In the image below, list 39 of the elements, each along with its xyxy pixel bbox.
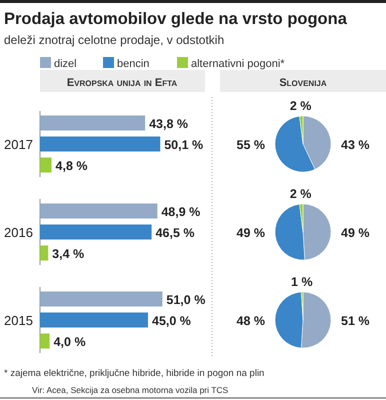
bar xyxy=(40,158,52,172)
bar xyxy=(40,224,152,240)
data-label: 48,9 % xyxy=(161,205,200,219)
data-label: 2 % xyxy=(290,187,312,202)
y-tick-label: 2016 xyxy=(4,225,33,240)
text: Vir: Acea, Sekcija za osebna motorna vozila pri TCS xyxy=(32,385,229,395)
chart-title: Slovenija xyxy=(279,77,327,89)
legend-label: dizel xyxy=(54,58,77,70)
data-label: 48 % xyxy=(236,314,265,328)
data-label: 3,4 % xyxy=(52,247,84,261)
data-label: 1 % xyxy=(291,275,313,290)
data-label: 51,0 % xyxy=(166,293,206,307)
text: deleži znotraj celotne prodaje, v odstotkih xyxy=(4,33,224,47)
data-label: 46,5 % xyxy=(156,226,195,240)
bar xyxy=(40,292,162,306)
data-label: 43 % xyxy=(341,138,370,152)
bar xyxy=(40,136,160,152)
bar xyxy=(40,334,50,348)
data-label: 55 % xyxy=(236,138,265,152)
bar xyxy=(40,246,48,260)
bar xyxy=(40,116,146,130)
text: * zajema električne, priključne hibride, hibride in pogon na plin xyxy=(4,368,264,379)
data-label: 49 % xyxy=(341,226,370,240)
bar xyxy=(40,204,158,218)
data-label: 51 % xyxy=(341,314,370,328)
text: Prodaja avtomobilov glede na vrsto pogona xyxy=(4,10,348,28)
y-tick-label: 2015 xyxy=(4,313,33,328)
data-label: 4,8 % xyxy=(56,159,88,173)
data-label: 49 % xyxy=(236,226,265,240)
data-label: 4,0 % xyxy=(54,335,86,349)
legend-label: alternativni pogoni* xyxy=(191,58,286,70)
chart-title: Evropska unija in Efta xyxy=(66,77,178,89)
legend-label: bencin xyxy=(117,58,150,70)
data-label: 50,1 % xyxy=(164,138,204,152)
data-label: 2 % xyxy=(290,99,312,114)
data-label: 45,0 % xyxy=(152,314,191,328)
y-tick-label: 2017 xyxy=(4,137,33,152)
bar xyxy=(40,312,148,328)
data-label: 43,8 % xyxy=(149,117,188,131)
